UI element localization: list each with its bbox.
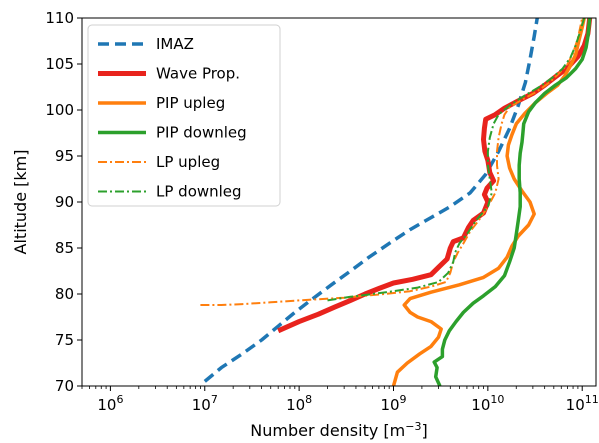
x-tick-label: 1010 xyxy=(471,393,504,414)
legend-label-0: IMAZ xyxy=(156,35,194,53)
legend-label-1: Wave Prop. xyxy=(156,65,240,83)
series-layer xyxy=(200,18,593,386)
y-tick-label: 110 xyxy=(45,9,74,27)
ticks-layer: 70 75 80 85 90 95 100 105 110 106 107 108 109 1010 101… xyxy=(45,9,598,414)
legend-label-3: PIP downleg xyxy=(156,124,247,142)
y-tick-label: 95 xyxy=(55,147,74,165)
legend-label-4: LP upleg xyxy=(156,153,220,171)
x-tick-label: 108 xyxy=(286,393,312,414)
y-tick-label: 75 xyxy=(55,331,74,349)
legend-label-5: LP downleg xyxy=(156,183,242,201)
x-tick-label: 106 xyxy=(97,393,123,414)
y-tick-label: 85 xyxy=(55,239,74,257)
x-tick-label: 109 xyxy=(380,393,406,414)
y-tick-label: 90 xyxy=(55,193,74,211)
legend-label-2: PIP upleg xyxy=(156,94,225,112)
y-tick-label: 80 xyxy=(55,285,74,303)
y-tick-label: 70 xyxy=(55,377,74,395)
x-tick-label: 107 xyxy=(192,393,218,414)
y-tick-label: 105 xyxy=(45,55,74,73)
series-line-5 xyxy=(327,18,586,302)
y-axis-label: Altitude [km] xyxy=(11,150,30,255)
y-tick-label: 100 xyxy=(45,101,74,119)
series-line-1 xyxy=(277,18,593,334)
x-tick-label: 1011 xyxy=(566,393,599,414)
x-axis-label: Number density [m−3] xyxy=(250,420,427,440)
series-line-3 xyxy=(432,18,592,386)
legend: IMAZ Wave Prop. PIP upleg PIP downleg LP upl… xyxy=(87,24,281,207)
legend-box xyxy=(87,24,281,207)
